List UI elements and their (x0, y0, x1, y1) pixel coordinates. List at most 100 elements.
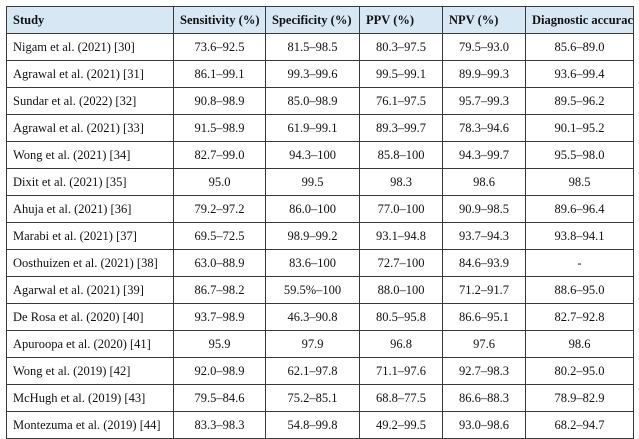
table-body: Nigam et al. (2021) [30] 73.6–92.5 81.5–… (6, 33, 634, 439)
cell-study: Wong et al. (2019) [42] (6, 357, 174, 385)
cell-npv: 98.6 (442, 168, 526, 196)
cell-specificity: 97.9 (265, 330, 360, 358)
cell-sensitivity: 79.5–84.6 (173, 384, 266, 412)
cell-npv: 86.6–95.1 (442, 303, 526, 331)
cell-specificity: 98.9–99.2 (265, 222, 360, 250)
table-row: Montezuma et al. (2019) [44] 83.3–98.3 5… (6, 411, 634, 439)
header-row: Study Sensitivity (%) Specificity (%) PP… (6, 6, 634, 34)
cell-study: Apuroopa et al. (2020) [41] (6, 330, 174, 358)
cell-specificity: 85.0–98.9 (265, 87, 360, 115)
cell-npv: 95.7–99.3 (442, 87, 526, 115)
cell-sensitivity: 86.1–99.1 (173, 60, 266, 88)
cell-npv: 89.9–99.3 (442, 60, 526, 88)
header-sensitivity: Sensitivity (%) (173, 6, 266, 34)
cell-sensitivity: 92.0–98.9 (173, 357, 266, 385)
cell-diagnostic-accuracy: 80.2–95.0 (525, 357, 634, 385)
cell-ppv: 89.3–99.7 (359, 114, 443, 142)
cell-study: Marabi et al. (2021) [37] (6, 222, 174, 250)
table-row: Agrawal et al. (2021) [31] 86.1–99.1 99.… (6, 60, 634, 88)
cell-specificity: 83.6–100 (265, 249, 360, 277)
cell-ppv: 49.2–99.5 (359, 411, 443, 439)
header-ppv: PPV (%) (359, 6, 443, 34)
cell-specificity: 94.3–100 (265, 141, 360, 169)
cell-specificity: 86.0–100 (265, 195, 360, 223)
cell-npv: 93.7–94.3 (442, 222, 526, 250)
table-row: De Rosa et al. (2020) [40] 93.7–98.9 46.… (6, 303, 634, 331)
data-table: Study Sensitivity (%) Specificity (%) PP… (6, 6, 634, 439)
header-specificity: Specificity (%) (265, 6, 360, 34)
cell-study: Agrawal et al. (2021) [31] (6, 60, 174, 88)
table-header: Study Sensitivity (%) Specificity (%) PP… (6, 6, 634, 34)
cell-ppv: 99.5–99.1 (359, 60, 443, 88)
table-row: Ahuja et al. (2021) [36] 79.2–97.2 86.0–… (6, 195, 634, 223)
cell-ppv: 72.7–100 (359, 249, 443, 277)
cell-npv: 94.3–99.7 (442, 141, 526, 169)
cell-ppv: 85.8–100 (359, 141, 443, 169)
table-row: Nigam et al. (2021) [30] 73.6–92.5 81.5–… (6, 33, 634, 61)
cell-study: De Rosa et al. (2020) [40] (6, 303, 174, 331)
cell-specificity: 99.3–99.6 (265, 60, 360, 88)
table-row: Agrawal et al. (2021) [33] 91.5–98.9 61.… (6, 114, 634, 142)
cell-study: Agarwal et al. (2021) [39] (6, 276, 174, 304)
cell-ppv: 77.0–100 (359, 195, 443, 223)
cell-sensitivity: 73.6–92.5 (173, 33, 266, 61)
cell-study: Montezuma et al. (2019) [44] (6, 411, 174, 439)
cell-ppv: 76.1–97.5 (359, 87, 443, 115)
cell-ppv: 93.1–94.8 (359, 222, 443, 250)
cell-ppv: 96.8 (359, 330, 443, 358)
cell-npv: 93.0–98.6 (442, 411, 526, 439)
cell-study: Oosthuizen et al. (2021) [38] (6, 249, 174, 277)
cell-sensitivity: 79.2–97.2 (173, 195, 266, 223)
cell-study: McHugh et al. (2019) [43] (6, 384, 174, 412)
cell-specificity: 75.2–85.1 (265, 384, 360, 412)
cell-sensitivity: 90.8–98.9 (173, 87, 266, 115)
cell-study: Agrawal et al. (2021) [33] (6, 114, 174, 142)
cell-diagnostic-accuracy: 95.5–98.0 (525, 141, 634, 169)
cell-specificity: 46.3–90.8 (265, 303, 360, 331)
cell-diagnostic-accuracy: 89.6–96.4 (525, 195, 634, 223)
cell-npv: 84.6–93.9 (442, 249, 526, 277)
cell-ppv: 80.5–95.8 (359, 303, 443, 331)
cell-ppv: 68.8–77.5 (359, 384, 443, 412)
cell-study: Ahuja et al. (2021) [36] (6, 195, 174, 223)
cell-sensitivity: 93.7–98.9 (173, 303, 266, 331)
cell-study: Dixit et al. (2021) [35] (6, 168, 174, 196)
cell-diagnostic-accuracy: 93.8–94.1 (525, 222, 634, 250)
cell-npv: 71.2–91.7 (442, 276, 526, 304)
cell-study: Nigam et al. (2021) [30] (6, 33, 174, 61)
data-table-container: Study Sensitivity (%) Specificity (%) PP… (6, 6, 634, 439)
cell-ppv: 71.1–97.6 (359, 357, 443, 385)
cell-npv: 78.3–94.6 (442, 114, 526, 142)
cell-sensitivity: 63.0–88.9 (173, 249, 266, 277)
cell-ppv: 80.3–97.5 (359, 33, 443, 61)
cell-diagnostic-accuracy: 89.5–96.2 (525, 87, 634, 115)
cell-npv: 97.6 (442, 330, 526, 358)
cell-sensitivity: 69.5–72.5 (173, 222, 266, 250)
header-study: Study (6, 6, 174, 34)
cell-sensitivity: 91.5–98.9 (173, 114, 266, 142)
cell-diagnostic-accuracy: 78.9–82.9 (525, 384, 634, 412)
table-row: McHugh et al. (2019) [43] 79.5–84.6 75.2… (6, 384, 634, 412)
cell-diagnostic-accuracy: 82.7–92.8 (525, 303, 634, 331)
cell-npv: 86.6–88.3 (442, 384, 526, 412)
table-row: Wong et al. (2021) [34] 82.7–99.0 94.3–1… (6, 141, 634, 169)
cell-sensitivity: 95.9 (173, 330, 266, 358)
cell-specificity: 99.5 (265, 168, 360, 196)
cell-sensitivity: 82.7–99.0 (173, 141, 266, 169)
cell-study: Sundar et al. (2022) [32] (6, 87, 174, 115)
cell-specificity: 59.5%–100 (265, 276, 360, 304)
table-row: Wong et al. (2019) [42] 92.0–98.9 62.1–9… (6, 357, 634, 385)
cell-ppv: 98.3 (359, 168, 443, 196)
cell-specificity: 62.1–97.8 (265, 357, 360, 385)
cell-npv: 79.5–93.0 (442, 33, 526, 61)
header-npv: NPV (%) (442, 6, 526, 34)
cell-npv: 92.7–98.3 (442, 357, 526, 385)
cell-sensitivity: 86.7–98.2 (173, 276, 266, 304)
table-row: Sundar et al. (2022) [32] 90.8–98.9 85.0… (6, 87, 634, 115)
cell-study: Wong et al. (2021) [34] (6, 141, 174, 169)
cell-diagnostic-accuracy: 68.2–94.7 (525, 411, 634, 439)
cell-sensitivity: 83.3–98.3 (173, 411, 266, 439)
cell-diagnostic-accuracy: 93.6–99.4 (525, 60, 634, 88)
table-row: Dixit et al. (2021) [35] 95.0 99.5 98.3 … (6, 168, 634, 196)
cell-diagnostic-accuracy: - (525, 249, 634, 277)
